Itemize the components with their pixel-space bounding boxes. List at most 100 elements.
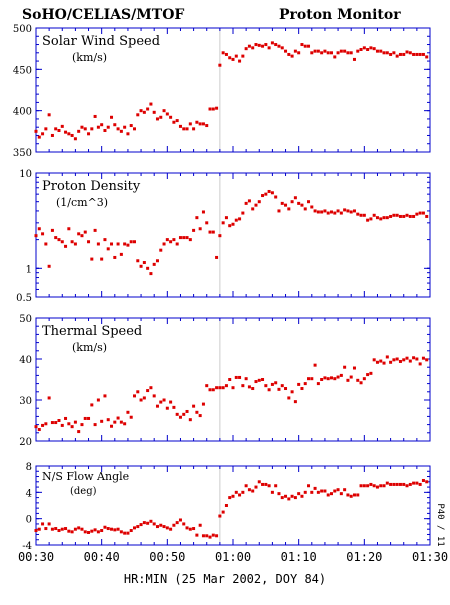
data-point: [254, 380, 258, 384]
data-point: [165, 112, 169, 116]
data-point: [159, 248, 163, 252]
data-point: [41, 232, 45, 236]
data-point: [320, 51, 324, 55]
data-point: [73, 527, 77, 531]
data-point: [178, 415, 182, 419]
data-point: [280, 201, 284, 205]
data-point: [60, 527, 64, 531]
data-point: [80, 234, 84, 238]
data-point: [113, 255, 117, 259]
panel-unit: (km/s): [72, 341, 107, 354]
data-point: [215, 106, 219, 110]
data-point: [178, 236, 182, 240]
data-point: [349, 210, 353, 214]
data-point: [284, 49, 288, 53]
data-point: [307, 484, 311, 488]
data-point: [352, 366, 356, 370]
data-point: [356, 49, 360, 53]
data-point: [159, 400, 163, 404]
data-point: [198, 227, 202, 231]
data-point: [405, 484, 409, 488]
data-point: [215, 386, 219, 390]
data-point: [224, 384, 228, 388]
data-point: [343, 49, 347, 53]
data-point: [172, 120, 176, 124]
data-point: [208, 388, 212, 392]
data-point: [47, 264, 51, 268]
data-point: [274, 381, 278, 385]
data-point: [297, 201, 301, 205]
data-point: [116, 242, 120, 246]
data-point: [44, 422, 48, 426]
data-point: [356, 212, 360, 216]
data-point: [366, 218, 370, 222]
data-point: [175, 242, 179, 246]
data-point: [418, 52, 422, 56]
data-point: [77, 526, 81, 530]
data-point: [221, 510, 225, 514]
data-point: [57, 529, 61, 533]
data-point: [211, 533, 215, 537]
data-point: [103, 238, 107, 242]
data-point: [41, 522, 45, 526]
data-point: [123, 422, 127, 426]
data-point: [133, 240, 136, 244]
data-point: [73, 420, 77, 424]
data-point: [211, 107, 215, 111]
data-point: [83, 416, 87, 420]
data-point: [80, 527, 84, 531]
data-point: [152, 110, 156, 114]
data-point: [323, 489, 327, 493]
data-point: [297, 492, 301, 496]
data-point: [152, 394, 156, 398]
data-point: [290, 200, 294, 204]
data-point: [421, 478, 425, 482]
data-point: [146, 389, 150, 393]
y-tick-label: 1: [26, 264, 32, 275]
data-point: [152, 262, 156, 266]
data-point: [389, 214, 393, 218]
data-point: [330, 492, 333, 496]
data-point: [116, 127, 120, 131]
side-label: P40 / 11: [435, 503, 445, 546]
data-point: [241, 384, 245, 388]
data-point: [96, 125, 100, 129]
data-point: [172, 405, 176, 409]
data-point: [57, 129, 61, 133]
data-point: [343, 488, 347, 492]
data-point: [47, 113, 51, 117]
data-point: [133, 394, 136, 398]
data-point: [87, 530, 91, 534]
data-point: [70, 425, 74, 429]
data-point: [300, 203, 304, 207]
data-point: [241, 490, 245, 494]
data-point: [241, 211, 245, 215]
data-point: [119, 420, 123, 424]
data-point: [392, 482, 396, 486]
data-point: [316, 210, 320, 214]
data-point: [310, 205, 314, 209]
data-point: [330, 376, 333, 380]
data-point: [395, 357, 399, 361]
data-point: [198, 414, 202, 418]
data-point: [83, 127, 87, 131]
panel-1: 350 400 450 500 Solar Wind Speed (km/s): [13, 24, 431, 159]
data-point: [50, 421, 54, 425]
data-point: [270, 382, 274, 386]
data-point: [356, 378, 360, 382]
data-point: [392, 213, 396, 217]
data-point: [313, 363, 317, 367]
data-point: [254, 485, 258, 489]
data-point: [316, 49, 320, 53]
data-point: [277, 387, 281, 391]
data-point: [106, 527, 110, 531]
data-point: [316, 490, 320, 494]
y-tick-label: -4: [22, 541, 32, 552]
data-point: [119, 129, 123, 133]
data-point: [182, 412, 186, 416]
data-point: [330, 51, 333, 55]
data-point: [349, 375, 353, 379]
data-point: [280, 384, 284, 388]
data-point: [182, 236, 186, 240]
